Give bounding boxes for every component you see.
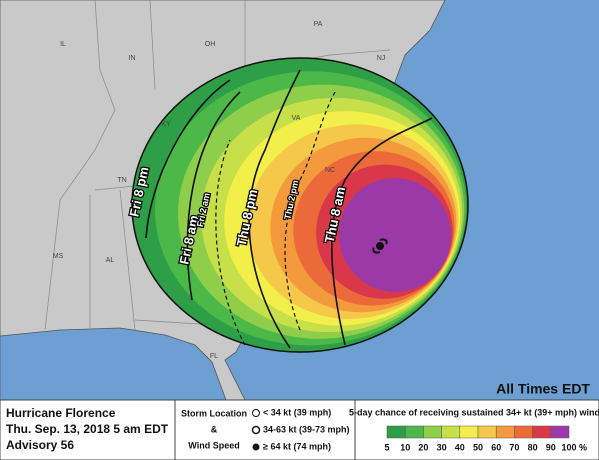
state-label: FL: [210, 353, 218, 360]
gulf: [0, 327, 227, 401]
state-label: OH: [205, 41, 216, 48]
key-item: < 34 kt (39 mph): [263, 407, 331, 417]
legend-swatch: [459, 425, 479, 439]
state-label: KY: [161, 121, 171, 128]
legend-tick-label: 50: [473, 442, 483, 452]
legend-swatch: [477, 425, 497, 439]
legend-swatch: [495, 425, 515, 439]
legend-tick-label: 60: [491, 442, 501, 452]
legend-tick-label: 20: [418, 442, 428, 452]
state-label: MS: [53, 253, 64, 260]
state-label: IN: [129, 55, 136, 62]
legend-swatch: [423, 425, 442, 439]
legend-title: 5-day chance of receiving sustained 34+ …: [349, 407, 599, 417]
key-title: Storm Location: [181, 408, 247, 418]
legend-tick-label: 70: [509, 442, 519, 452]
key-and: &: [211, 424, 218, 434]
legend-tick-label: 80: [528, 442, 538, 452]
state-label: AL: [106, 257, 115, 264]
state-label: TN: [117, 177, 126, 184]
key-icon: [251, 425, 261, 435]
state-label: VA: [292, 115, 301, 122]
key-icon: [252, 443, 260, 451]
legend-swatch: [404, 425, 424, 439]
legend-unit: %: [579, 442, 587, 452]
legend-tick-label: 5: [384, 442, 389, 452]
legend-tick-label: 10: [400, 442, 410, 452]
state-label: NC: [325, 167, 335, 174]
key-item: 34-63 kt (39-73 mph): [263, 424, 350, 434]
storm-name: Hurricane Florence: [6, 406, 116, 420]
swath-band: [338, 178, 452, 292]
key-item: ≥ 64 kt (74 mph): [263, 441, 331, 451]
storm-icon: [372, 238, 388, 254]
legend-swatch: [514, 425, 533, 439]
advisory-date: Thu. Sep. 13, 2018 5 am EDT: [6, 422, 169, 436]
legend-tick-label: 90: [546, 442, 556, 452]
legend-tick-label: 30: [437, 442, 447, 452]
key-icon: [252, 409, 260, 417]
legend-swatch: [532, 425, 552, 439]
advisory-number: Advisory 56: [6, 438, 74, 452]
state-label: NJ: [377, 55, 386, 62]
legend-swatch: [386, 425, 406, 439]
state-label: IL: [60, 41, 66, 48]
times-note: All Times EDT: [496, 381, 590, 397]
legend-swatch: [441, 425, 461, 439]
key-title: Wind Speed: [188, 440, 239, 450]
state-label: PA: [314, 21, 323, 28]
legend-swatch: [550, 425, 570, 439]
forecast-lines: [145, 69, 433, 349]
legend-tick-label: 40: [455, 442, 465, 452]
legend-tick-label: 100: [561, 442, 576, 452]
